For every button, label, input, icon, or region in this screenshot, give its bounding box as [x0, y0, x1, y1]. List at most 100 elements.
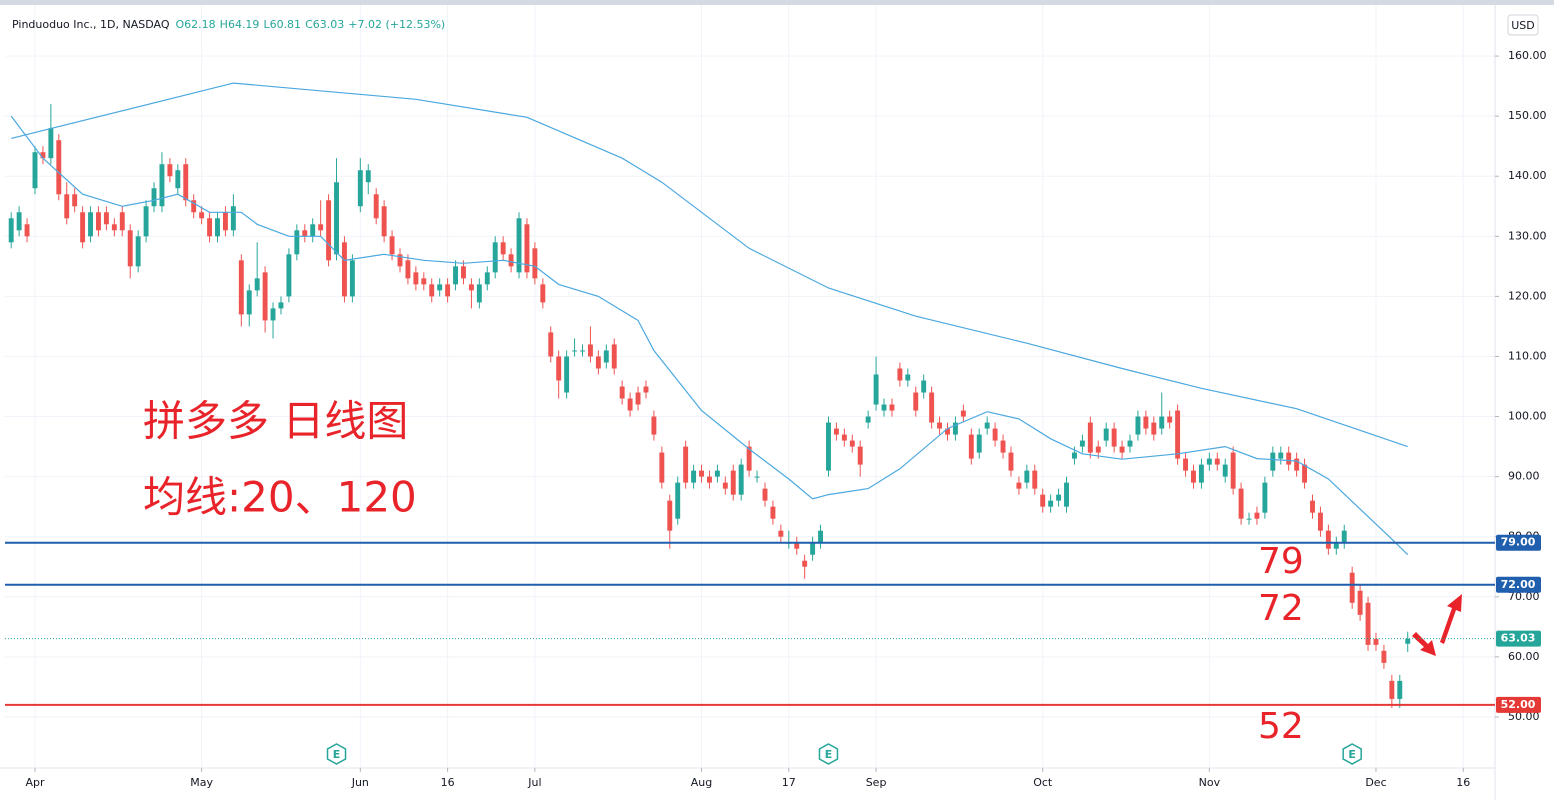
readout-low: L60.81	[263, 18, 301, 31]
candle-body	[714, 470, 720, 477]
candle-body	[207, 218, 213, 237]
candle-body	[96, 212, 101, 231]
candle-body	[937, 422, 943, 429]
candle-body	[1040, 494, 1046, 507]
candle-body	[1397, 680, 1403, 699]
candle-body	[1119, 446, 1125, 453]
candle-body	[357, 170, 363, 207]
moving-average	[11, 82, 1408, 448]
candle-body	[1167, 416, 1173, 423]
candle-body	[24, 224, 30, 237]
currency[interactable]: USD	[1511, 19, 1535, 32]
x-tick-label: 16	[441, 776, 455, 789]
candle-body	[365, 170, 371, 183]
candle-body	[778, 530, 784, 537]
candle-body	[1214, 458, 1220, 465]
annotation: 79	[1258, 541, 1304, 582]
candle-body	[921, 380, 927, 393]
candle-body	[40, 152, 46, 159]
candle-body	[611, 344, 617, 369]
candle-body	[127, 230, 133, 267]
candle-body	[167, 164, 173, 177]
x-tick-label: 16	[1456, 776, 1470, 789]
candle-body	[500, 242, 506, 255]
candle-body	[80, 212, 86, 243]
candle-body	[1127, 440, 1133, 447]
candle-body	[437, 284, 443, 291]
candle-body	[1389, 680, 1395, 699]
currency-box[interactable]	[1507, 14, 1539, 36]
candle-body	[802, 560, 808, 567]
candle-body	[191, 200, 197, 213]
candle-body	[56, 140, 62, 195]
candle-body	[992, 428, 998, 441]
candle-body	[421, 278, 427, 285]
candle-body	[1310, 500, 1315, 513]
candle-body	[897, 368, 903, 381]
candle-body	[572, 350, 578, 352]
candle-body	[341, 242, 347, 297]
candle-body	[72, 194, 78, 207]
candle-body	[841, 434, 847, 441]
candle-body	[1183, 458, 1189, 471]
candle-body	[1000, 440, 1006, 453]
top-border	[0, 0, 1554, 5]
candle-body	[564, 356, 570, 393]
readout-high: H64.19	[220, 18, 260, 31]
x-tick-label: Jul	[527, 776, 541, 789]
price-tag	[1496, 696, 1541, 713]
price-tag-label: 52.00	[1501, 698, 1536, 711]
candle-body	[318, 224, 324, 231]
candle-body	[1365, 602, 1371, 645]
candle-body	[587, 344, 593, 357]
symbol: Pinduoduo Inc., 1D, NASDAQ	[12, 18, 170, 31]
candle-body	[849, 440, 855, 447]
candle-body	[183, 164, 189, 201]
candle-body	[818, 530, 824, 543]
candle-body	[1286, 452, 1292, 465]
candle-body	[699, 470, 704, 477]
candle-body	[1103, 428, 1109, 441]
candle-body	[1151, 422, 1157, 435]
candle-body	[445, 284, 451, 297]
candle-body	[238, 260, 244, 315]
candle-body	[32, 152, 38, 189]
candle-body	[1191, 470, 1196, 483]
candle-body	[984, 422, 990, 429]
candle-body	[405, 260, 411, 279]
candle-body	[246, 290, 252, 315]
price-tag	[1496, 534, 1541, 551]
candle-body	[484, 272, 490, 285]
candle-body	[111, 224, 117, 231]
y-tick-label: 150.00	[1508, 109, 1547, 122]
candle-body	[103, 212, 109, 225]
candle-body	[143, 206, 149, 237]
candle-body	[1056, 494, 1062, 501]
candle-body	[1230, 452, 1236, 489]
candle-body	[1111, 428, 1117, 447]
readout-change: +7.02 (+12.53%)	[348, 18, 445, 31]
candle-body	[524, 224, 530, 273]
candle-body	[976, 434, 982, 453]
candle-body	[1024, 470, 1030, 483]
candle-body	[373, 194, 379, 219]
candle-body	[548, 332, 554, 357]
candle-body	[945, 428, 950, 435]
y-tick-label: 90.00	[1508, 470, 1540, 483]
candle-body	[302, 230, 308, 237]
candle-body	[64, 194, 70, 219]
candle-body	[1405, 638, 1411, 644]
candle-body	[381, 206, 387, 237]
candle-body	[706, 476, 712, 483]
candle-body	[222, 212, 228, 231]
event-label: E	[333, 748, 341, 761]
candle-body	[468, 284, 474, 291]
candle-body	[833, 428, 839, 435]
candle-body	[1357, 590, 1363, 615]
candle-body	[770, 506, 776, 519]
candle-body	[270, 308, 276, 321]
candle-body	[1270, 452, 1276, 471]
candle-body	[730, 470, 736, 495]
candle-body	[1206, 458, 1212, 465]
